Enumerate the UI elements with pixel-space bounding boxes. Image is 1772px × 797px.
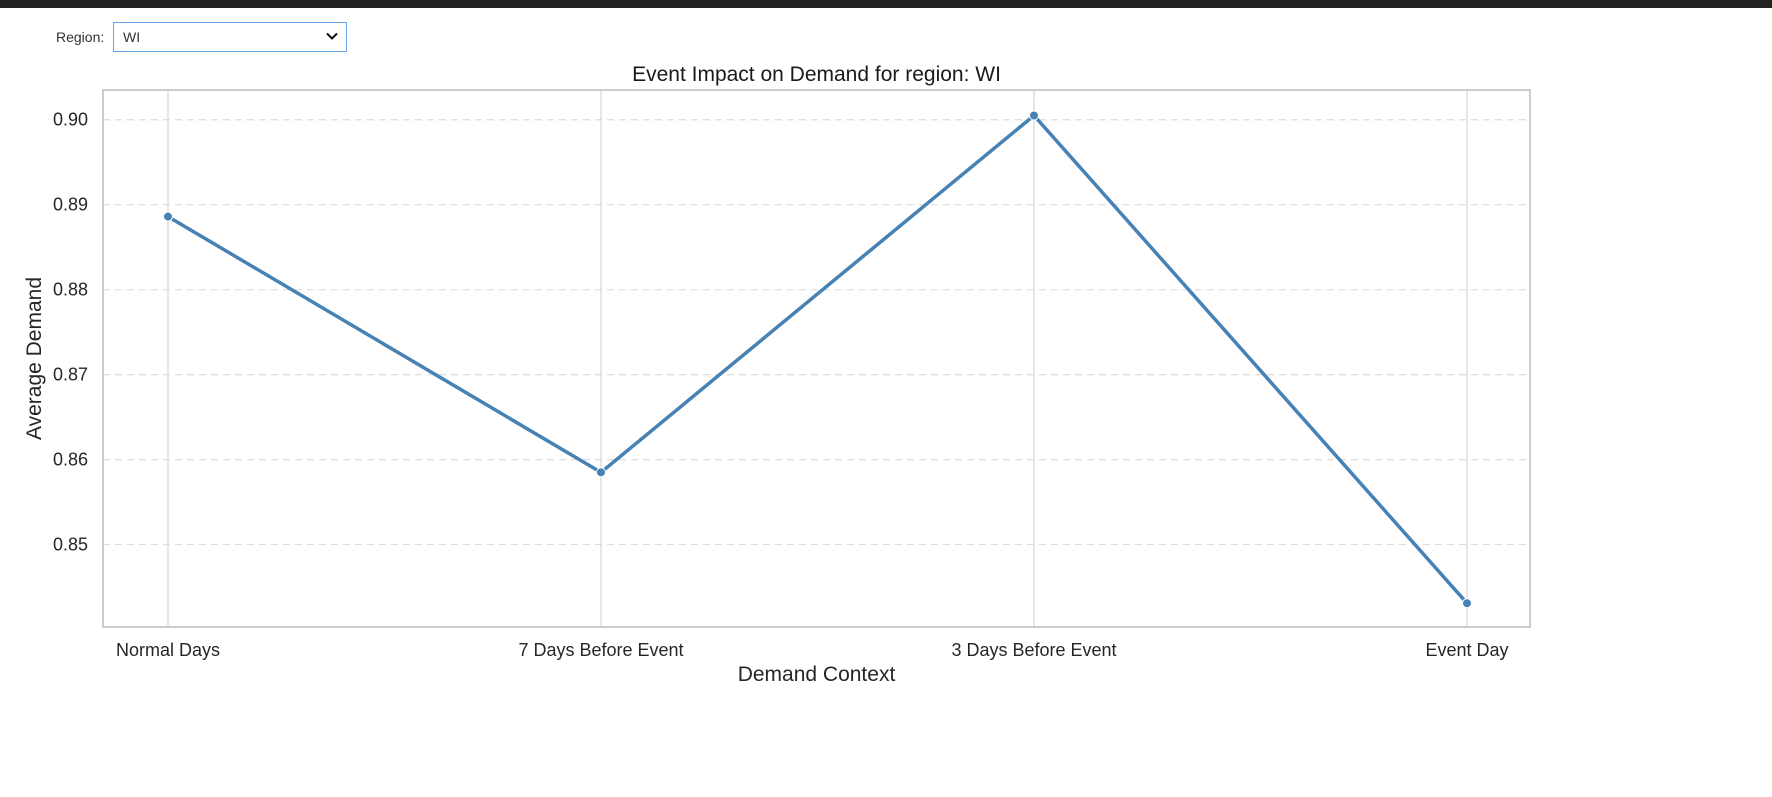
region-filter: Region: WI bbox=[56, 22, 347, 52]
data-point bbox=[163, 211, 173, 222]
y-tick-label: 0.90 bbox=[53, 110, 88, 130]
x-axis-ticks: Normal Days 7 Days Before Event 3 Days Bef… bbox=[116, 640, 1509, 660]
line-chart: Event Impact on Demand for region: WI 0.… bbox=[23, 63, 1531, 686]
y-tick-label: 0.89 bbox=[53, 195, 88, 215]
grid bbox=[103, 90, 1530, 627]
data-point bbox=[1029, 110, 1039, 121]
plot-frame bbox=[102, 89, 1531, 628]
x-tick-label: Normal Days bbox=[116, 640, 220, 660]
region-dropdown[interactable]: WI bbox=[113, 22, 347, 52]
x-tick-label: 3 Days Before Event bbox=[951, 640, 1116, 660]
y-tick-label: 0.88 bbox=[53, 280, 88, 300]
x-axis-label: Demand Context bbox=[738, 663, 896, 686]
y-tick-label: 0.86 bbox=[53, 450, 88, 470]
chart-title: Event Impact on Demand for region: WI bbox=[632, 63, 1001, 86]
data-point bbox=[596, 467, 606, 478]
y-tick-label: 0.85 bbox=[53, 535, 88, 555]
y-axis-label: Average Demand bbox=[23, 277, 46, 440]
series-line bbox=[167, 113, 1469, 605]
y-tick-label: 0.87 bbox=[53, 365, 88, 385]
x-tick-label: 7 Days Before Event bbox=[518, 640, 683, 660]
region-filter-label: Region: bbox=[56, 29, 105, 45]
y-axis-ticks: 0.85 0.86 0.87 0.88 0.89 0.90 bbox=[53, 110, 88, 555]
data-point bbox=[1462, 598, 1472, 609]
chevron-down-icon bbox=[326, 32, 338, 40]
region-dropdown-value: WI bbox=[123, 29, 141, 45]
window-top-bar bbox=[0, 0, 1772, 8]
series bbox=[163, 110, 1472, 609]
x-tick-label: Event Day bbox=[1425, 640, 1508, 660]
